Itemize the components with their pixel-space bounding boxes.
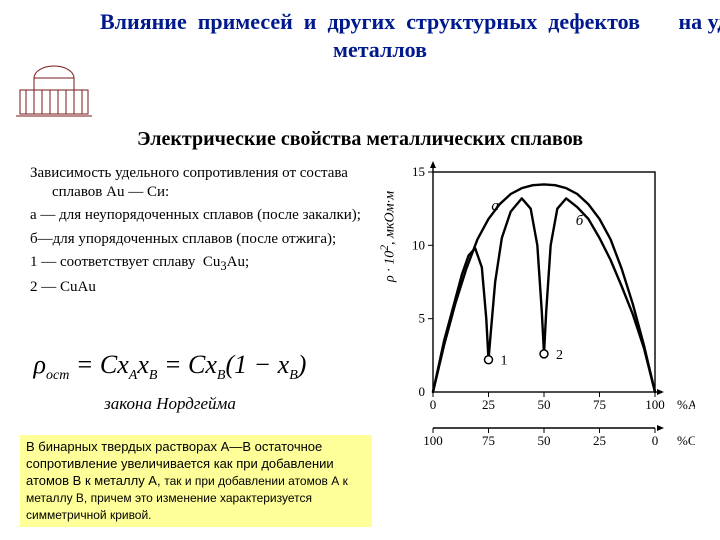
building-logo — [14, 60, 94, 120]
svg-text:%Cu: %Cu — [677, 433, 695, 448]
svg-text:100: 100 — [645, 397, 665, 412]
svg-text:15: 15 — [412, 164, 425, 179]
svg-text:а: а — [491, 198, 499, 214]
desc-line-2: а — для неупорядоченных сплавов (после з… — [30, 206, 380, 225]
desc-line-1: Зависимость удельного сопротивления от с… — [30, 164, 380, 202]
svg-text:100: 100 — [423, 433, 443, 448]
resistivity-chart: 5 10 15 0 25 50 75 100 %Au 100 75 50 25 0 %Cu 0 а б 1 2 — [395, 160, 695, 455]
svg-text:0: 0 — [430, 397, 437, 412]
highlighted-note: В бинарных твердых растворах А—В остаточ… — [20, 435, 372, 527]
formula-block: ρост = CxAxB = CxB(1 − xB) закона Нордге… — [30, 350, 310, 414]
section-subtitle: Электрические свойства металлических спл… — [40, 128, 680, 151]
svg-text:50: 50 — [538, 397, 551, 412]
svg-text:1: 1 — [501, 354, 508, 369]
svg-text:10: 10 — [412, 237, 425, 252]
svg-text:5: 5 — [419, 311, 426, 326]
svg-text:50: 50 — [538, 433, 551, 448]
law-caption: закона Нордгейма — [30, 394, 310, 414]
svg-text:25: 25 — [593, 433, 606, 448]
desc-line-4: 1 — соответствует сплаву Cu3Au; — [30, 253, 380, 274]
svg-text:75: 75 — [482, 433, 495, 448]
nordheim-formula: ρост = CxAxB = CxB(1 − xB) — [30, 350, 310, 384]
desc-line-3: б—для упорядоченных сплавов (после отжиг… — [30, 230, 380, 249]
desc-line-5: 2 — CuAu — [30, 278, 380, 297]
svg-text:75: 75 — [593, 397, 606, 412]
svg-text:2: 2 — [556, 348, 563, 363]
svg-text:25: 25 — [482, 397, 495, 412]
svg-text:%Au: %Au — [677, 397, 695, 412]
svg-text:0: 0 — [652, 433, 659, 448]
page-title: Влияние примесей и других структурных де… — [100, 8, 660, 63]
description-text: Зависимость удельного сопротивления от с… — [30, 164, 380, 301]
svg-text:0: 0 — [419, 384, 426, 399]
svg-text:б: б — [576, 213, 584, 229]
